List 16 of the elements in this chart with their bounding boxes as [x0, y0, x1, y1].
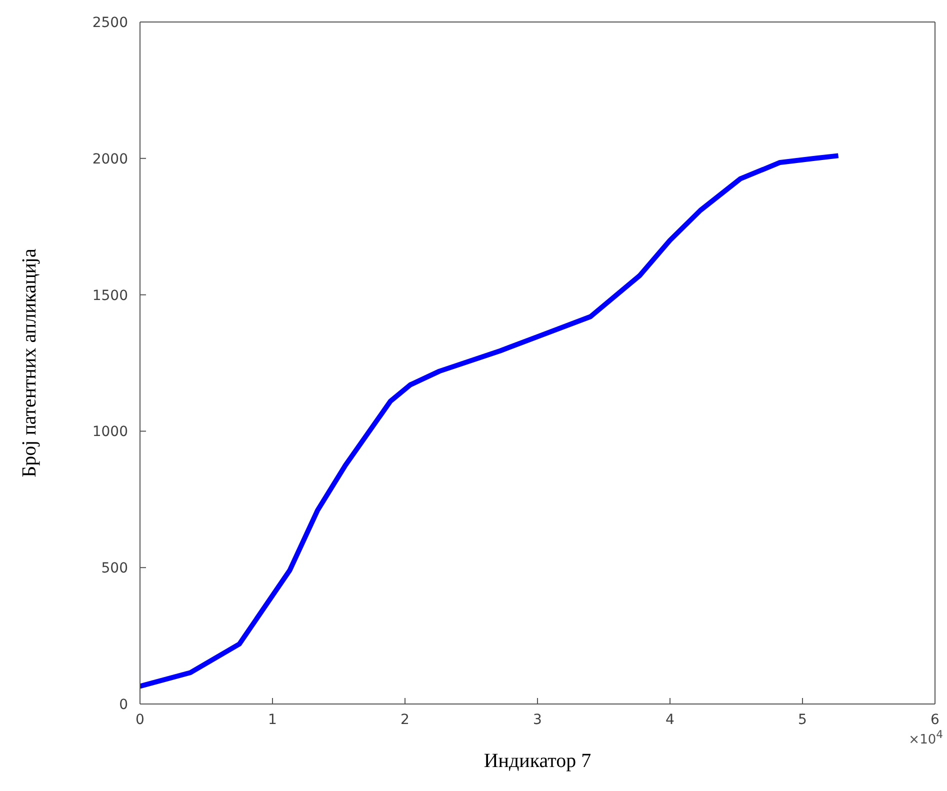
x-tick-label: 4 [666, 712, 675, 728]
y-axis-title: Број патентних апликација [18, 248, 42, 478]
x-axis-title: Индикатор 7 [482, 750, 592, 773]
text: ×10$^{4}$ [908, 728, 943, 748]
y-tick-label: 1500 [92, 288, 128, 304]
x-tick-label: 5 [798, 712, 807, 728]
y-tick-label: 2000 [92, 151, 128, 168]
x-tick-label: 6 [930, 712, 940, 728]
x-tick-label: 2 [400, 712, 410, 728]
x-tick-label: 1 [268, 712, 277, 728]
y-tick-label: 1000 [92, 424, 128, 440]
y-tick-label: 0 [119, 696, 128, 713]
x-tick-label: 3 [533, 712, 542, 728]
x-tick-label: 0 [136, 712, 144, 728]
y-tick-label: 500 [101, 560, 128, 577]
y-tick-label: 2500 [92, 14, 128, 31]
